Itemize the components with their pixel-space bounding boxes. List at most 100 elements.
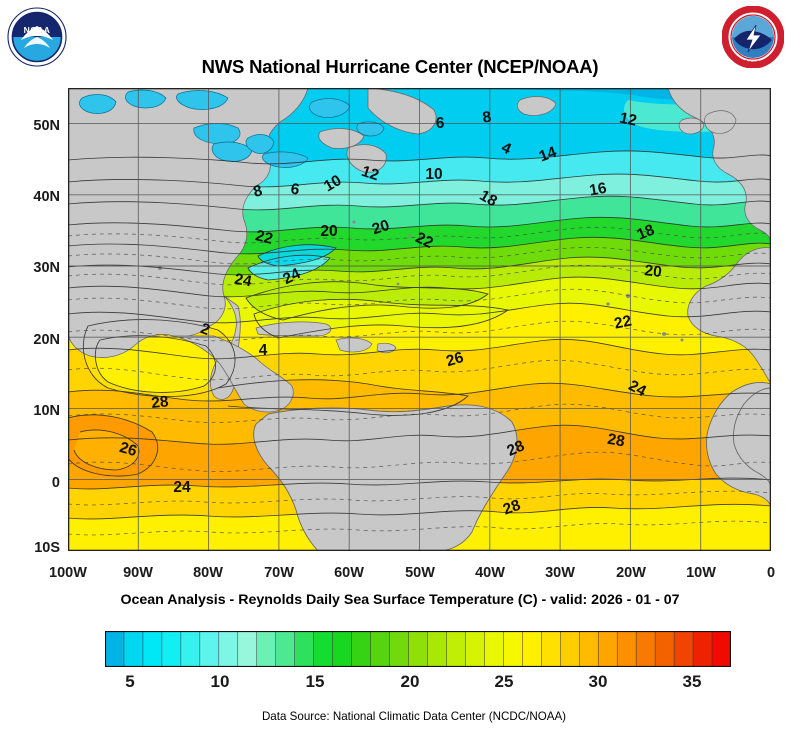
colorbar-tick-20: 20 bbox=[400, 672, 420, 691]
noaa-logo: NOAA bbox=[7, 7, 67, 67]
contour-lines-dashed bbox=[68, 227, 771, 536]
colorbar-tick-15: 15 bbox=[305, 672, 325, 691]
colorbar-band bbox=[578, 631, 599, 667]
map-gridlines bbox=[68, 88, 771, 551]
contour-label: 24 bbox=[626, 377, 650, 400]
colorbar-band bbox=[654, 631, 675, 667]
land-layer bbox=[68, 88, 771, 551]
contour-label: 24 bbox=[280, 265, 303, 288]
y-tick-30n: 30N bbox=[33, 260, 60, 276]
colorbar-bands bbox=[105, 631, 731, 667]
colorbar-band bbox=[294, 631, 315, 667]
contour-label: 12 bbox=[618, 109, 638, 129]
colorbar-band bbox=[427, 631, 448, 667]
x-tick-30w: 30W bbox=[545, 565, 575, 581]
colorbar-band bbox=[256, 631, 277, 667]
colorbar-band bbox=[635, 631, 656, 667]
colorbar-band bbox=[142, 631, 163, 667]
contour-label: 24 bbox=[233, 271, 253, 291]
contour-label: 18 bbox=[635, 221, 658, 243]
page-title: NWS National Hurricane Center (NCEP/NOAA… bbox=[201, 56, 599, 77]
contour-label: 16 bbox=[588, 180, 608, 200]
great-lakes bbox=[79, 89, 385, 168]
contour-label: 8 bbox=[481, 109, 492, 127]
colorbar-tick-5: 5 bbox=[125, 672, 135, 691]
colorbar-band bbox=[389, 631, 410, 667]
contour-label: 26 bbox=[444, 349, 466, 370]
y-tick-50n: 50N bbox=[33, 118, 60, 134]
colorbar-band bbox=[673, 631, 694, 667]
colorbar-band bbox=[560, 631, 580, 667]
x-tick-10w: 10W bbox=[686, 565, 716, 581]
contour-lines bbox=[68, 150, 771, 520]
contour-label: 10 bbox=[321, 172, 344, 195]
sst-map-plot-area: 6 8 12 14 4 8 6 10 12 10 16 18 18 22 20 20 22 24 24 20 22 2 4 2… bbox=[68, 88, 771, 551]
contour-label: 22 bbox=[413, 229, 436, 252]
contour-label: 26 bbox=[117, 439, 139, 460]
contour-label: 14 bbox=[537, 144, 559, 166]
colorbar-band bbox=[218, 631, 239, 667]
colorbar-svg bbox=[105, 631, 731, 667]
colorbar-band bbox=[484, 631, 505, 667]
y-tick-0: 0 bbox=[51, 475, 60, 491]
colorbar-band bbox=[503, 631, 523, 667]
colorbar-band bbox=[711, 631, 731, 667]
colorbar-tick-35: 35 bbox=[682, 672, 702, 691]
contour-label: 12 bbox=[359, 163, 381, 184]
colorbar-band bbox=[105, 631, 125, 667]
colorbar-band bbox=[123, 631, 144, 667]
colorbar-band bbox=[351, 631, 372, 667]
contour-label: 28 bbox=[606, 431, 626, 451]
contour-label: 28 bbox=[501, 497, 523, 519]
x-tick-50w: 50W bbox=[405, 565, 435, 581]
colorbar-band bbox=[541, 631, 561, 667]
colorbar-tick-30: 30 bbox=[588, 672, 608, 691]
contour-label: 6 bbox=[290, 181, 301, 199]
colorbar-band bbox=[408, 631, 429, 667]
colorbar-band bbox=[446, 631, 467, 667]
contour-label: 6 bbox=[436, 115, 445, 132]
colorbar bbox=[105, 631, 731, 667]
colorbar-band bbox=[616, 631, 637, 667]
contour-label: 20 bbox=[370, 217, 392, 238]
colorbar-band bbox=[332, 631, 353, 667]
contour-label: 18 bbox=[476, 187, 500, 211]
colorbar-band bbox=[161, 631, 182, 667]
contour-label: 28 bbox=[150, 393, 169, 412]
y-tick-10s: 10S bbox=[34, 540, 60, 556]
contour-label: 20 bbox=[644, 262, 663, 281]
colorbar-band bbox=[313, 631, 334, 667]
contour-label: 10 bbox=[425, 166, 442, 183]
colorbar-band bbox=[199, 631, 220, 667]
y-tick-20n: 20N bbox=[33, 332, 60, 348]
colorbar-band bbox=[597, 631, 618, 667]
nws-logo bbox=[722, 6, 784, 68]
contour-label: 28 bbox=[504, 437, 527, 460]
colorbar-band bbox=[180, 631, 201, 667]
x-tick-40w: 40W bbox=[475, 565, 505, 581]
contour-label: 22 bbox=[613, 312, 633, 332]
colorbar-band bbox=[692, 631, 713, 667]
contour-label: 20 bbox=[320, 223, 337, 240]
x-tick-90w: 90W bbox=[123, 565, 153, 581]
contour-label: 22 bbox=[254, 227, 275, 248]
y-tick-10n: 10N bbox=[33, 403, 60, 419]
colorbar-band bbox=[465, 631, 486, 667]
x-tick-0: 0 bbox=[766, 565, 776, 581]
contour-label: 4 bbox=[259, 342, 268, 359]
x-tick-60w: 60W bbox=[334, 565, 364, 581]
colorbar-tick-10: 10 bbox=[210, 672, 230, 691]
svg-text:NOAA: NOAA bbox=[24, 25, 51, 35]
colorbar-band bbox=[522, 631, 542, 667]
x-tick-70w: 70W bbox=[264, 565, 294, 581]
x-tick-20w: 20W bbox=[616, 565, 646, 581]
colorbar-band bbox=[275, 631, 296, 667]
chart-subtitle: Ocean Analysis - Reynolds Daily Sea Surf… bbox=[120, 592, 680, 608]
colorbar-band bbox=[370, 631, 391, 667]
colorbar-band bbox=[237, 631, 258, 667]
map-frame bbox=[68, 88, 771, 551]
x-tick-80w: 80W bbox=[193, 565, 223, 581]
